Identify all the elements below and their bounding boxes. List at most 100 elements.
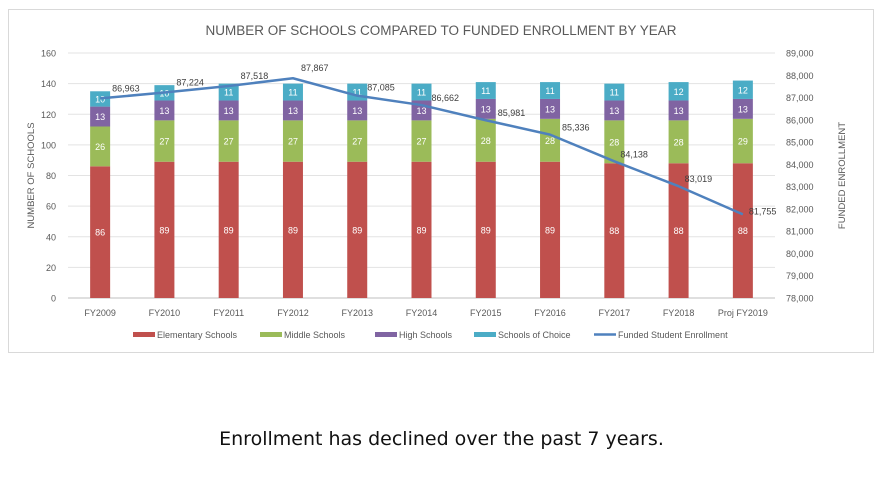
bar-segment: [732, 163, 753, 298]
bar-data-label: 12: [674, 87, 684, 97]
bar-data-label: 13: [609, 106, 619, 116]
legend-label: Elementary Schools: [157, 330, 238, 340]
legend-label: Funded Student Enrollment: [618, 330, 728, 340]
chart-title: NUMBER OF SCHOOLS COMPARED TO FUNDED ENR…: [205, 23, 676, 38]
bar-segment: [411, 161, 432, 298]
bar-segment: [90, 106, 111, 127]
y2-tick-label: 86,000: [786, 115, 814, 125]
bar-segment: [475, 98, 496, 119]
bar-segment: [604, 163, 625, 298]
legend-label: Schools of Choice: [498, 330, 571, 340]
bar-data-label: 13: [416, 106, 426, 116]
bar-data-label: 86: [95, 228, 105, 238]
bar-segment: [282, 100, 303, 121]
bar-data-label: 88: [609, 226, 619, 236]
bar-data-label: 89: [352, 225, 362, 235]
bar-data-label: 27: [288, 137, 298, 147]
y-tick-label: 120: [41, 110, 56, 120]
x-tick-label: FY2017: [599, 308, 631, 318]
line-data-label: 81,755: [749, 206, 777, 216]
line-data-label: 87,867: [301, 63, 329, 73]
line-data-label: 87,224: [176, 78, 204, 88]
bar-data-label: 27: [352, 137, 362, 147]
bar-data-label: 13: [481, 104, 491, 114]
y2-tick-label: 80,000: [786, 249, 814, 259]
bar-segment: [732, 98, 753, 119]
bar-data-label: 11: [481, 86, 490, 96]
bar-segment: [411, 83, 432, 101]
bar-segment: [668, 163, 689, 298]
bar-data-label: 89: [481, 225, 491, 235]
bar-segment: [540, 98, 561, 119]
line-data-label: 84,138: [620, 149, 648, 159]
chart: NUMBER OF SCHOOLS COMPARED TO FUNDED ENR…: [26, 23, 848, 340]
line-data-label: 83,019: [685, 174, 713, 184]
x-tick-label: Proj FY2019: [718, 308, 768, 318]
x-tick-label: FY2012: [277, 308, 309, 318]
bar-segment: [475, 118, 496, 162]
bar-segment: [475, 161, 496, 298]
legend-swatch: [474, 332, 496, 337]
line-data-label: 85,336: [562, 123, 590, 133]
bar-segment: [540, 118, 561, 162]
bar-data-label: 11: [288, 88, 297, 98]
bar-data-label: 28: [674, 137, 684, 147]
bar-segment: [282, 120, 303, 162]
legend-label: High Schools: [399, 330, 453, 340]
bar-data-label: 89: [288, 225, 298, 235]
x-tick-label: FY2018: [663, 308, 695, 318]
chart-frame: [8, 9, 874, 353]
bar-segment: [154, 100, 175, 121]
bar-segment: [732, 80, 753, 99]
line-data-label: 87,518: [241, 71, 269, 81]
y-axis-title: NUMBER OF SCHOOLS: [26, 122, 37, 228]
bar-data-label: 27: [159, 137, 169, 147]
bar-data-label: 13: [159, 106, 169, 116]
bar-data-label: 29: [738, 137, 748, 147]
bar-data-label: 89: [545, 225, 555, 235]
enrollment-line: [100, 76, 744, 216]
legend-label: Middle Schools: [284, 330, 346, 340]
legend-swatch: [133, 332, 155, 337]
y2-tick-label: 87,000: [786, 93, 814, 103]
bar-data-label: 88: [738, 226, 748, 236]
x-tick-label: FY2010: [149, 308, 181, 318]
bar-data-label: 89: [224, 225, 234, 235]
y-tick-label: 60: [46, 202, 56, 212]
y2-tick-label: 78,000: [786, 294, 814, 304]
y2-tick-label: 83,000: [786, 182, 814, 192]
bar-data-label: 13: [545, 104, 555, 114]
bar-data-label: 13: [95, 112, 105, 122]
y2-tick-label: 84,000: [786, 160, 814, 170]
bar-data-label: 13: [738, 104, 748, 114]
bar-segment: [604, 120, 625, 164]
bar-segment: [90, 166, 111, 298]
bar-segment: [475, 82, 496, 99]
bar-segment: [90, 126, 111, 167]
y-tick-label: 100: [41, 140, 56, 150]
bar-data-label: 13: [352, 106, 362, 116]
bar-segment: [154, 120, 175, 162]
y-tick-label: 80: [46, 171, 56, 181]
y2-tick-label: 79,000: [786, 271, 814, 281]
line-data-label: 86,963: [112, 83, 140, 93]
legend-swatch: [260, 332, 282, 337]
bar-segment: [604, 83, 625, 101]
y-tick-label: 40: [46, 232, 56, 242]
bar-segment: [154, 161, 175, 298]
bar-data-label: 27: [416, 137, 426, 147]
bar-data-label: 11: [610, 88, 619, 98]
line-data-label: 87,085: [367, 83, 395, 93]
bar-data-label: 11: [545, 86, 554, 96]
bar-data-label: 27: [224, 137, 234, 147]
bar-segment: [282, 83, 303, 101]
bar-data-label: 13: [288, 106, 298, 116]
y2-tick-label: 88,000: [786, 71, 814, 81]
bar-data-label: 10: [95, 94, 105, 104]
bar-segment: [90, 91, 111, 107]
bar-data-label: 89: [416, 225, 426, 235]
x-tick-label: FY2015: [470, 308, 502, 318]
y2-tick-label: 82,000: [786, 204, 814, 214]
bar-segment: [540, 82, 561, 99]
slide-caption: Enrollment has declined over the past 7 …: [219, 428, 664, 450]
